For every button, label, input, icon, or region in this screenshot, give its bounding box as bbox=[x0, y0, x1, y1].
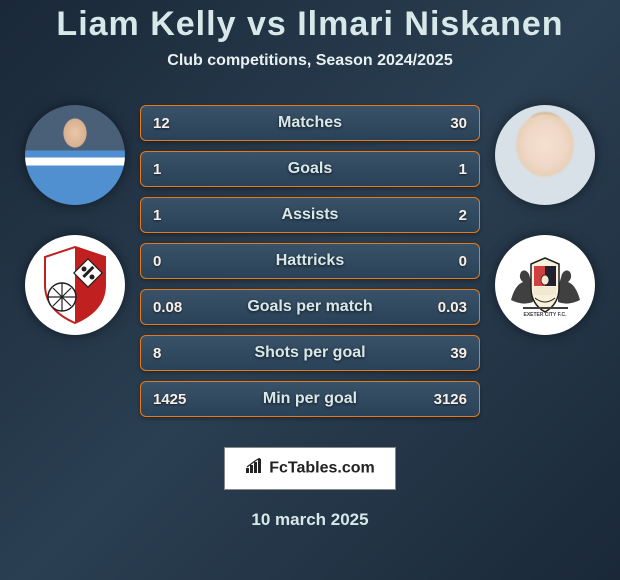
stat-label: Min per goal bbox=[213, 390, 407, 408]
stat-left-value: 1425 bbox=[153, 391, 213, 408]
stat-label: Goals per match bbox=[213, 298, 407, 316]
vs-text: vs bbox=[247, 5, 287, 43]
stat-row-mpg: 1425 Min per goal 3126 bbox=[140, 381, 480, 417]
branding-text: FcTables.com bbox=[269, 460, 375, 477]
svg-text:EXETER CITY F.C.: EXETER CITY F.C. bbox=[523, 312, 567, 318]
stat-row-hattricks: 0 Hattricks 0 bbox=[140, 243, 480, 279]
date-text: 10 march 2025 bbox=[0, 510, 620, 530]
stat-label: Assists bbox=[213, 206, 407, 224]
chart-icon bbox=[245, 458, 263, 479]
stat-row-goals: 1 Goals 1 bbox=[140, 151, 480, 187]
stat-right-value: 39 bbox=[407, 345, 467, 362]
stat-left-value: 1 bbox=[153, 207, 213, 224]
branding-badge[interactable]: FcTables.com bbox=[224, 447, 396, 490]
stat-right-value: 1 bbox=[407, 161, 467, 178]
player2-name: Ilmari Niskanen bbox=[297, 5, 563, 43]
content-area: 12 Matches 30 1 Goals 1 1 Assists 2 0 Ha… bbox=[0, 105, 620, 427]
stat-right-value: 0.03 bbox=[407, 299, 467, 316]
stat-label: Shots per goal bbox=[213, 344, 407, 362]
stat-label: Goals bbox=[213, 160, 407, 178]
stat-label: Hattricks bbox=[213, 252, 407, 270]
left-column bbox=[20, 105, 130, 335]
player1-club-badge bbox=[25, 235, 125, 335]
stat-left-value: 1 bbox=[153, 161, 213, 178]
page-title: Liam Kelly vs Ilmari Niskanen bbox=[0, 5, 620, 44]
stats-column: 12 Matches 30 1 Goals 1 1 Assists 2 0 Ha… bbox=[130, 105, 490, 427]
stat-right-value: 2 bbox=[407, 207, 467, 224]
stat-row-assists: 1 Assists 2 bbox=[140, 197, 480, 233]
player2-club-badge: EXETER CITY F.C. bbox=[495, 235, 595, 335]
shield-icon bbox=[40, 245, 110, 325]
crest-icon: EXETER CITY F.C. bbox=[503, 250, 588, 320]
stat-row-gpm: 0.08 Goals per match 0.03 bbox=[140, 289, 480, 325]
stat-left-value: 8 bbox=[153, 345, 213, 362]
stat-left-value: 12 bbox=[153, 115, 213, 132]
stat-left-value: 0 bbox=[153, 253, 213, 270]
stat-right-value: 30 bbox=[407, 115, 467, 132]
subtitle: Club competitions, Season 2024/2025 bbox=[0, 52, 620, 70]
player2-avatar bbox=[495, 105, 595, 205]
stat-right-value: 0 bbox=[407, 253, 467, 270]
stat-label: Matches bbox=[213, 114, 407, 132]
right-column: EXETER CITY F.C. bbox=[490, 105, 600, 335]
player1-avatar bbox=[25, 105, 125, 205]
footer: FcTables.com 10 march 2025 bbox=[0, 447, 620, 530]
header: Liam Kelly vs Ilmari Niskanen Club compe… bbox=[0, 0, 620, 70]
stat-left-value: 0.08 bbox=[153, 299, 213, 316]
stat-row-matches: 12 Matches 30 bbox=[140, 105, 480, 141]
stat-right-value: 3126 bbox=[407, 391, 467, 408]
player1-name: Liam Kelly bbox=[56, 5, 236, 43]
stat-row-spg: 8 Shots per goal 39 bbox=[140, 335, 480, 371]
